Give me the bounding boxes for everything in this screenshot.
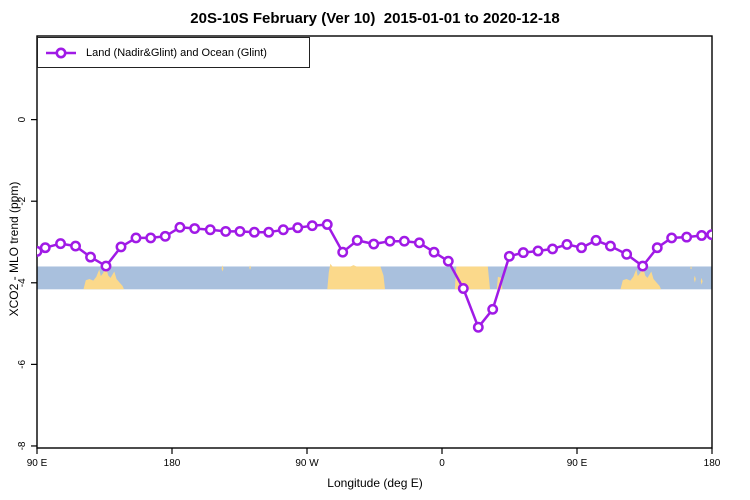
data-point [696, 230, 708, 241]
data-point [263, 226, 275, 238]
data-point [248, 226, 260, 238]
data-point [220, 225, 232, 237]
data-point [651, 242, 663, 254]
x-axis-label: Longitude (deg E) [327, 476, 423, 490]
data-point [306, 220, 318, 232]
data-point [503, 250, 515, 262]
x-axis-tick-label: 90 E [27, 458, 48, 469]
data-point [130, 232, 142, 244]
data-point [621, 248, 633, 260]
data-point [413, 237, 425, 249]
data-point [637, 260, 649, 272]
data-point [472, 321, 484, 333]
data-point [292, 222, 304, 234]
land-region [694, 275, 696, 283]
data-point [457, 283, 469, 294]
data-point [384, 235, 396, 247]
x-axis-tick-label: 180 [704, 458, 721, 469]
data-point [85, 251, 97, 263]
data-point [487, 303, 499, 315]
data-point [204, 224, 216, 236]
land-region [690, 265, 692, 269]
data-point [547, 243, 558, 255]
legend-line-marker-icon [46, 47, 76, 58]
land-region [249, 265, 251, 270]
land-region [620, 267, 661, 290]
data-point [576, 242, 587, 254]
data-point [706, 229, 712, 241]
data-point [174, 221, 186, 233]
data-point [100, 260, 112, 272]
data-point [39, 242, 51, 254]
x-axis-tick-label: 180 [164, 458, 181, 469]
x-axis-tick-label: 0 [439, 458, 445, 469]
data-point [590, 234, 602, 246]
legend-label: Land (Nadir&Glint) and Ocean (Glint) [86, 46, 267, 59]
data-point [428, 246, 440, 258]
data-point [115, 241, 127, 253]
data-point [532, 245, 544, 257]
data-point [337, 246, 349, 258]
land-region [83, 267, 124, 290]
y-axis-label: XCO2 - MLO trend (ppm) [7, 181, 21, 317]
data-point [189, 223, 201, 234]
y-axis-tick-label: -6 [17, 359, 28, 368]
data-point [561, 238, 573, 250]
data-point [666, 232, 678, 244]
land-region [221, 265, 224, 272]
data-point [351, 234, 363, 246]
data-point [442, 255, 454, 267]
data-point [70, 240, 82, 252]
y-axis-tick-label: -8 [17, 441, 28, 450]
data-point [517, 247, 529, 259]
x-axis-tick-label: 90 W [295, 458, 319, 469]
legend: Land (Nadir&Glint) and Ocean (Glint) [37, 37, 310, 68]
y-axis-tick-label: -2 [17, 196, 28, 205]
plot-border [36, 35, 713, 449]
data-point [145, 232, 157, 244]
land-region [327, 263, 385, 290]
y-axis-tick-label: -4 [17, 278, 28, 287]
chart-title: 20S-10S February (Ver 10) 2015-01-01 to … [190, 10, 560, 27]
land-region [700, 277, 703, 285]
data-point [277, 224, 289, 236]
data-point [681, 231, 693, 243]
data-point [321, 219, 333, 230]
data-point [55, 238, 66, 250]
x-axis-tick-label: 90 E [567, 458, 588, 469]
data-point [368, 238, 380, 250]
data-point [605, 240, 616, 252]
data-point [159, 230, 171, 242]
data-point [398, 235, 410, 247]
y-axis-tick-label: 0 [17, 116, 28, 122]
data-point [234, 225, 246, 237]
